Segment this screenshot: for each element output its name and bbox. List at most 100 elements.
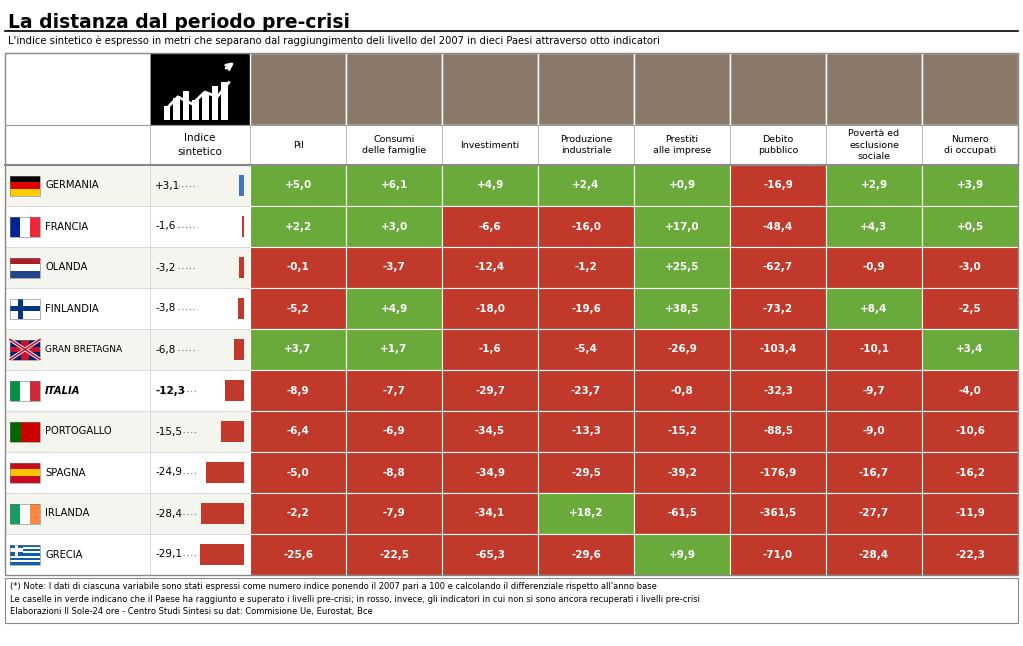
Text: -16,2: -16,2 [955,468,985,477]
Bar [922,493,1018,534]
Bar [221,421,244,442]
Text: +4,9: +4,9 [381,304,407,313]
Bar [10,545,40,565]
Bar [250,165,346,206]
Bar [538,329,634,370]
Bar [10,216,40,236]
Bar [634,288,730,329]
Bar [922,411,1018,452]
Bar [10,558,40,560]
Text: -0,1: -0,1 [286,262,309,273]
Bar [10,551,40,554]
Bar [5,534,150,575]
Bar [346,329,442,370]
Bar [5,452,150,493]
Text: -32,3: -32,3 [763,386,793,395]
Text: +0,9: +0,9 [668,180,696,191]
Bar [10,264,40,271]
Bar [233,339,244,360]
Text: Indice
sintetico: Indice sintetico [178,134,222,156]
Bar [150,452,250,493]
Bar [10,476,40,483]
Bar [826,125,922,165]
Bar [826,206,922,247]
Bar [21,340,29,360]
Text: PORTOGALLO: PORTOGALLO [45,426,112,437]
Bar [922,53,1018,125]
Bar [634,370,730,411]
Bar [20,216,30,236]
Bar [922,165,1018,206]
Text: +3,7: +3,7 [284,344,312,355]
Bar [826,329,922,370]
Bar [826,247,922,288]
Bar [5,493,150,534]
Bar [634,411,730,452]
Text: -5,0: -5,0 [286,468,309,477]
Text: +0,5: +0,5 [957,222,984,231]
Text: -26,9: -26,9 [667,344,697,355]
Bar [442,288,538,329]
Text: -2,2: -2,2 [286,508,309,519]
Bar [346,411,442,452]
Text: +4,3: +4,3 [860,222,888,231]
Bar [5,578,1018,623]
Text: +17,0: +17,0 [665,222,700,231]
Text: -28,4: -28,4 [859,550,889,559]
Text: +2,2: +2,2 [284,222,312,231]
Bar [634,452,730,493]
Bar [201,544,244,565]
Bar [212,87,218,120]
Bar [10,340,40,360]
Bar [634,165,730,206]
Bar [826,411,922,452]
Bar [922,125,1018,165]
Bar [10,545,40,565]
Text: -48,4: -48,4 [763,222,793,231]
Text: GERMANIA: GERMANIA [45,180,98,191]
Bar [10,469,40,476]
Text: -7,7: -7,7 [383,386,405,395]
Bar [5,370,150,411]
Bar [5,125,150,165]
Bar [250,125,346,165]
Bar [538,165,634,206]
Text: -29,5: -29,5 [571,468,601,477]
Text: -15,2: -15,2 [667,426,697,437]
Text: Povertà ed
esclusione
sociale: Povertà ed esclusione sociale [848,129,899,161]
Text: -15,5: -15,5 [155,426,182,437]
Text: +3,4: +3,4 [957,344,984,355]
Bar [250,370,346,411]
Text: -1,2: -1,2 [575,262,597,273]
Text: +5,0: +5,0 [284,180,312,191]
Text: -10,1: -10,1 [859,344,889,355]
Bar [826,534,922,575]
Bar [826,165,922,206]
Bar [250,411,346,452]
Bar [150,206,250,247]
Text: +1,7: +1,7 [381,344,408,355]
Bar [538,411,634,452]
Text: Produzione
industriale: Produzione industriale [560,135,612,155]
Bar [150,534,250,575]
Bar [10,421,21,441]
Bar [826,53,922,125]
Bar [183,91,189,120]
Bar [442,493,538,534]
Bar [538,370,634,411]
Text: -0,9: -0,9 [862,262,885,273]
Text: -73,2: -73,2 [763,304,793,313]
Bar [225,380,244,401]
Text: -11,9: -11,9 [955,508,985,519]
Bar [730,329,826,370]
Bar [20,503,30,523]
Bar [10,380,40,401]
Bar [922,247,1018,288]
Bar [730,206,826,247]
Bar [730,534,826,575]
Text: -6,6: -6,6 [479,222,501,231]
Bar [5,53,1018,575]
Text: -71,0: -71,0 [763,550,793,559]
Text: -22,3: -22,3 [955,550,985,559]
Text: SPAGNA: SPAGNA [45,468,86,477]
